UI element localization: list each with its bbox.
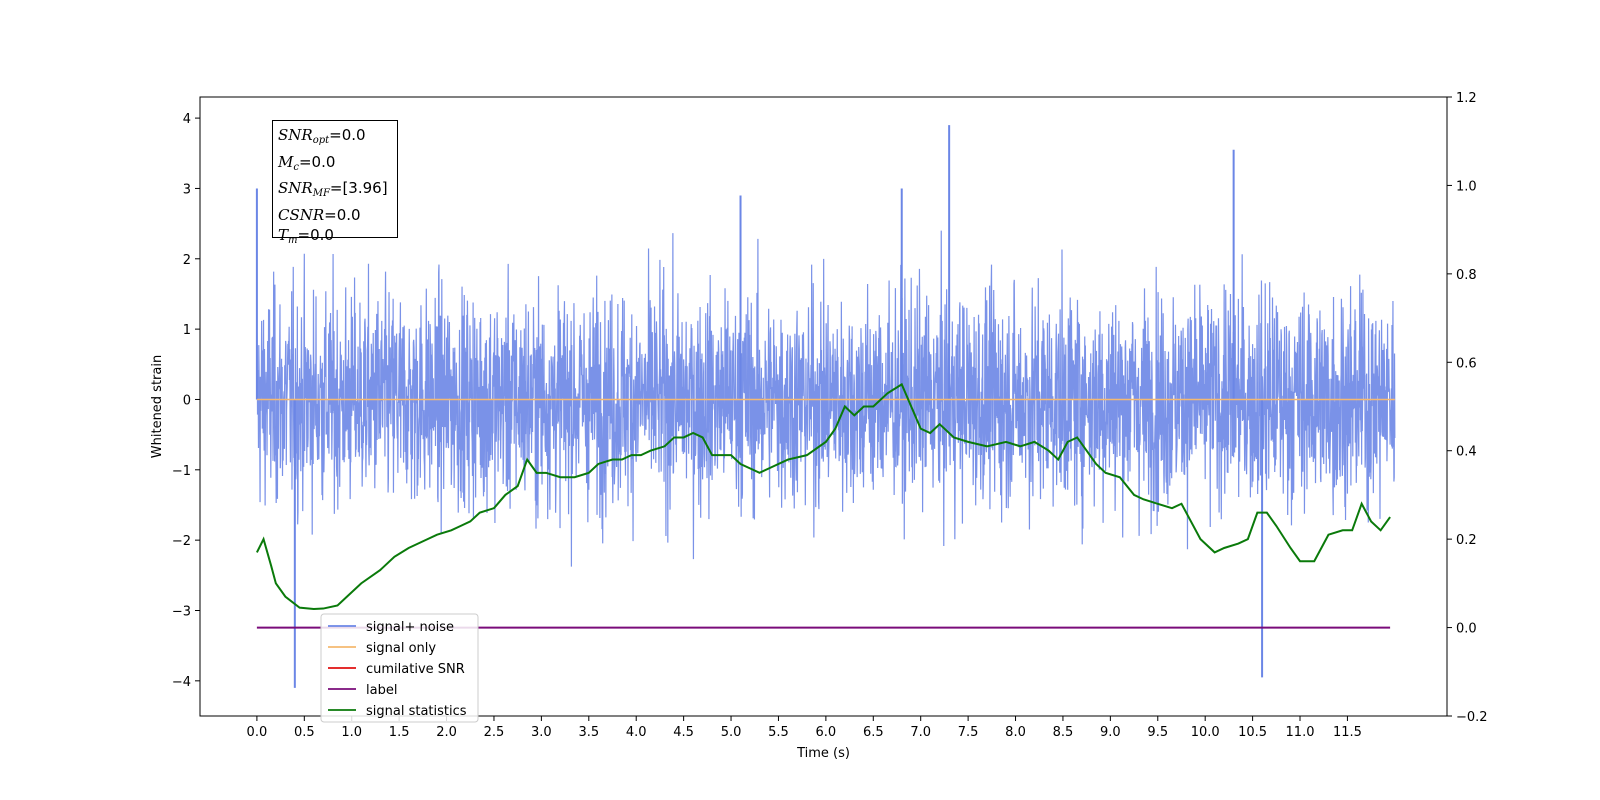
legend-label: signal statistics (366, 704, 467, 719)
x-tick-label: 3.0 (531, 725, 552, 740)
legend-box (320, 613, 479, 723)
y-tick-label: 1 (183, 323, 191, 338)
plot-area (255, 125, 1396, 688)
series-signal-statistics-line (256, 382, 1391, 611)
y-tick-label: −1 (172, 464, 191, 479)
x-tick-label: 0.0 (247, 725, 268, 740)
legend-label: cumilative SNR (366, 662, 465, 677)
info-line-csnr: CSNR=0.0 (278, 205, 361, 224)
axes: 0.0 0.5 1.0 1.5 2.0 2.5 3.0 3.5 4.0 4.5 5.0 5.5 6.0 6… (150, 91, 1488, 761)
info-line-snr-opt: SNRopt=0.0 (278, 126, 366, 146)
x-tick-label: 8.0 (1005, 725, 1026, 740)
info-box: SNRopt=0.0 Mc=0.0 SNRMF=[3.96] CSNR=0.0 … (272, 120, 398, 246)
y-tick-label: 4 (183, 112, 191, 127)
x-tick-label: 1.5 (389, 725, 410, 740)
y-tick-label: −2 (172, 534, 191, 549)
info-line-snr-mf: SNRMF=[3.96] (278, 179, 388, 199)
y2-tick-label: 0.2 (1456, 533, 1477, 548)
x-tick-label: 0.5 (294, 725, 315, 740)
legend-label: signal only (366, 641, 436, 656)
legend-label: label (366, 683, 397, 698)
x-tick-label: 11.5 (1333, 725, 1362, 740)
x-tick-label: 6.0 (816, 725, 837, 740)
info-line-tm: Tm=0.0 (278, 226, 334, 246)
y2-tick-label: 0.4 (1456, 445, 1477, 460)
x-axis-label: Time (s) (796, 746, 850, 761)
x-tick-label: 4.0 (626, 725, 647, 740)
y2-tick-label: 0.6 (1456, 356, 1477, 371)
x-tick-label: 7.5 (958, 725, 979, 740)
x-tick-label: 8.5 (1053, 725, 1074, 740)
x-tick-label: 10.5 (1238, 725, 1267, 740)
series-signal-noise-line (256, 230, 1396, 567)
y2-tick-label: −0.2 (1456, 710, 1488, 725)
x-tick-label: 3.5 (578, 725, 599, 740)
x-tick-label: 1.0 (341, 725, 362, 740)
x-tick-label: 5.0 (721, 725, 742, 740)
x-tick-label: 6.5 (863, 725, 884, 740)
legend: signal+ noise signal only cumilative SNR la… (320, 613, 479, 723)
y-tick-label: 0 (183, 393, 191, 408)
x-tick-label: 5.5 (768, 725, 789, 740)
y-tick-label: −4 (172, 675, 191, 690)
x-tick-label: 7.0 (910, 725, 931, 740)
x-tick-label: 9.0 (1100, 725, 1121, 740)
plot-frame (199, 96, 1448, 717)
y2-tick-label: 1.0 (1456, 179, 1477, 194)
y-tick-label: 3 (183, 182, 191, 197)
x-tick-label: 2.0 (436, 725, 457, 740)
x-tick-label: 11.0 (1286, 725, 1315, 740)
y-tick-label: 2 (183, 253, 191, 268)
legend-label: signal+ noise (366, 620, 454, 635)
y-axis-label: Whitened strain (150, 355, 165, 458)
y2-tick-label: 0.0 (1456, 622, 1477, 637)
info-line-mc: Mc=0.0 (278, 152, 336, 173)
x-tick-label: 4.5 (673, 725, 694, 740)
y2-tick-label: 1.2 (1456, 91, 1477, 106)
y2-tick-label: 0.8 (1456, 268, 1477, 283)
x-tick-label: 9.5 (1147, 725, 1168, 740)
x-tick-label: 2.5 (484, 725, 505, 740)
x-tick-label: 10.0 (1191, 725, 1220, 740)
y-tick-label: −3 (172, 604, 191, 619)
